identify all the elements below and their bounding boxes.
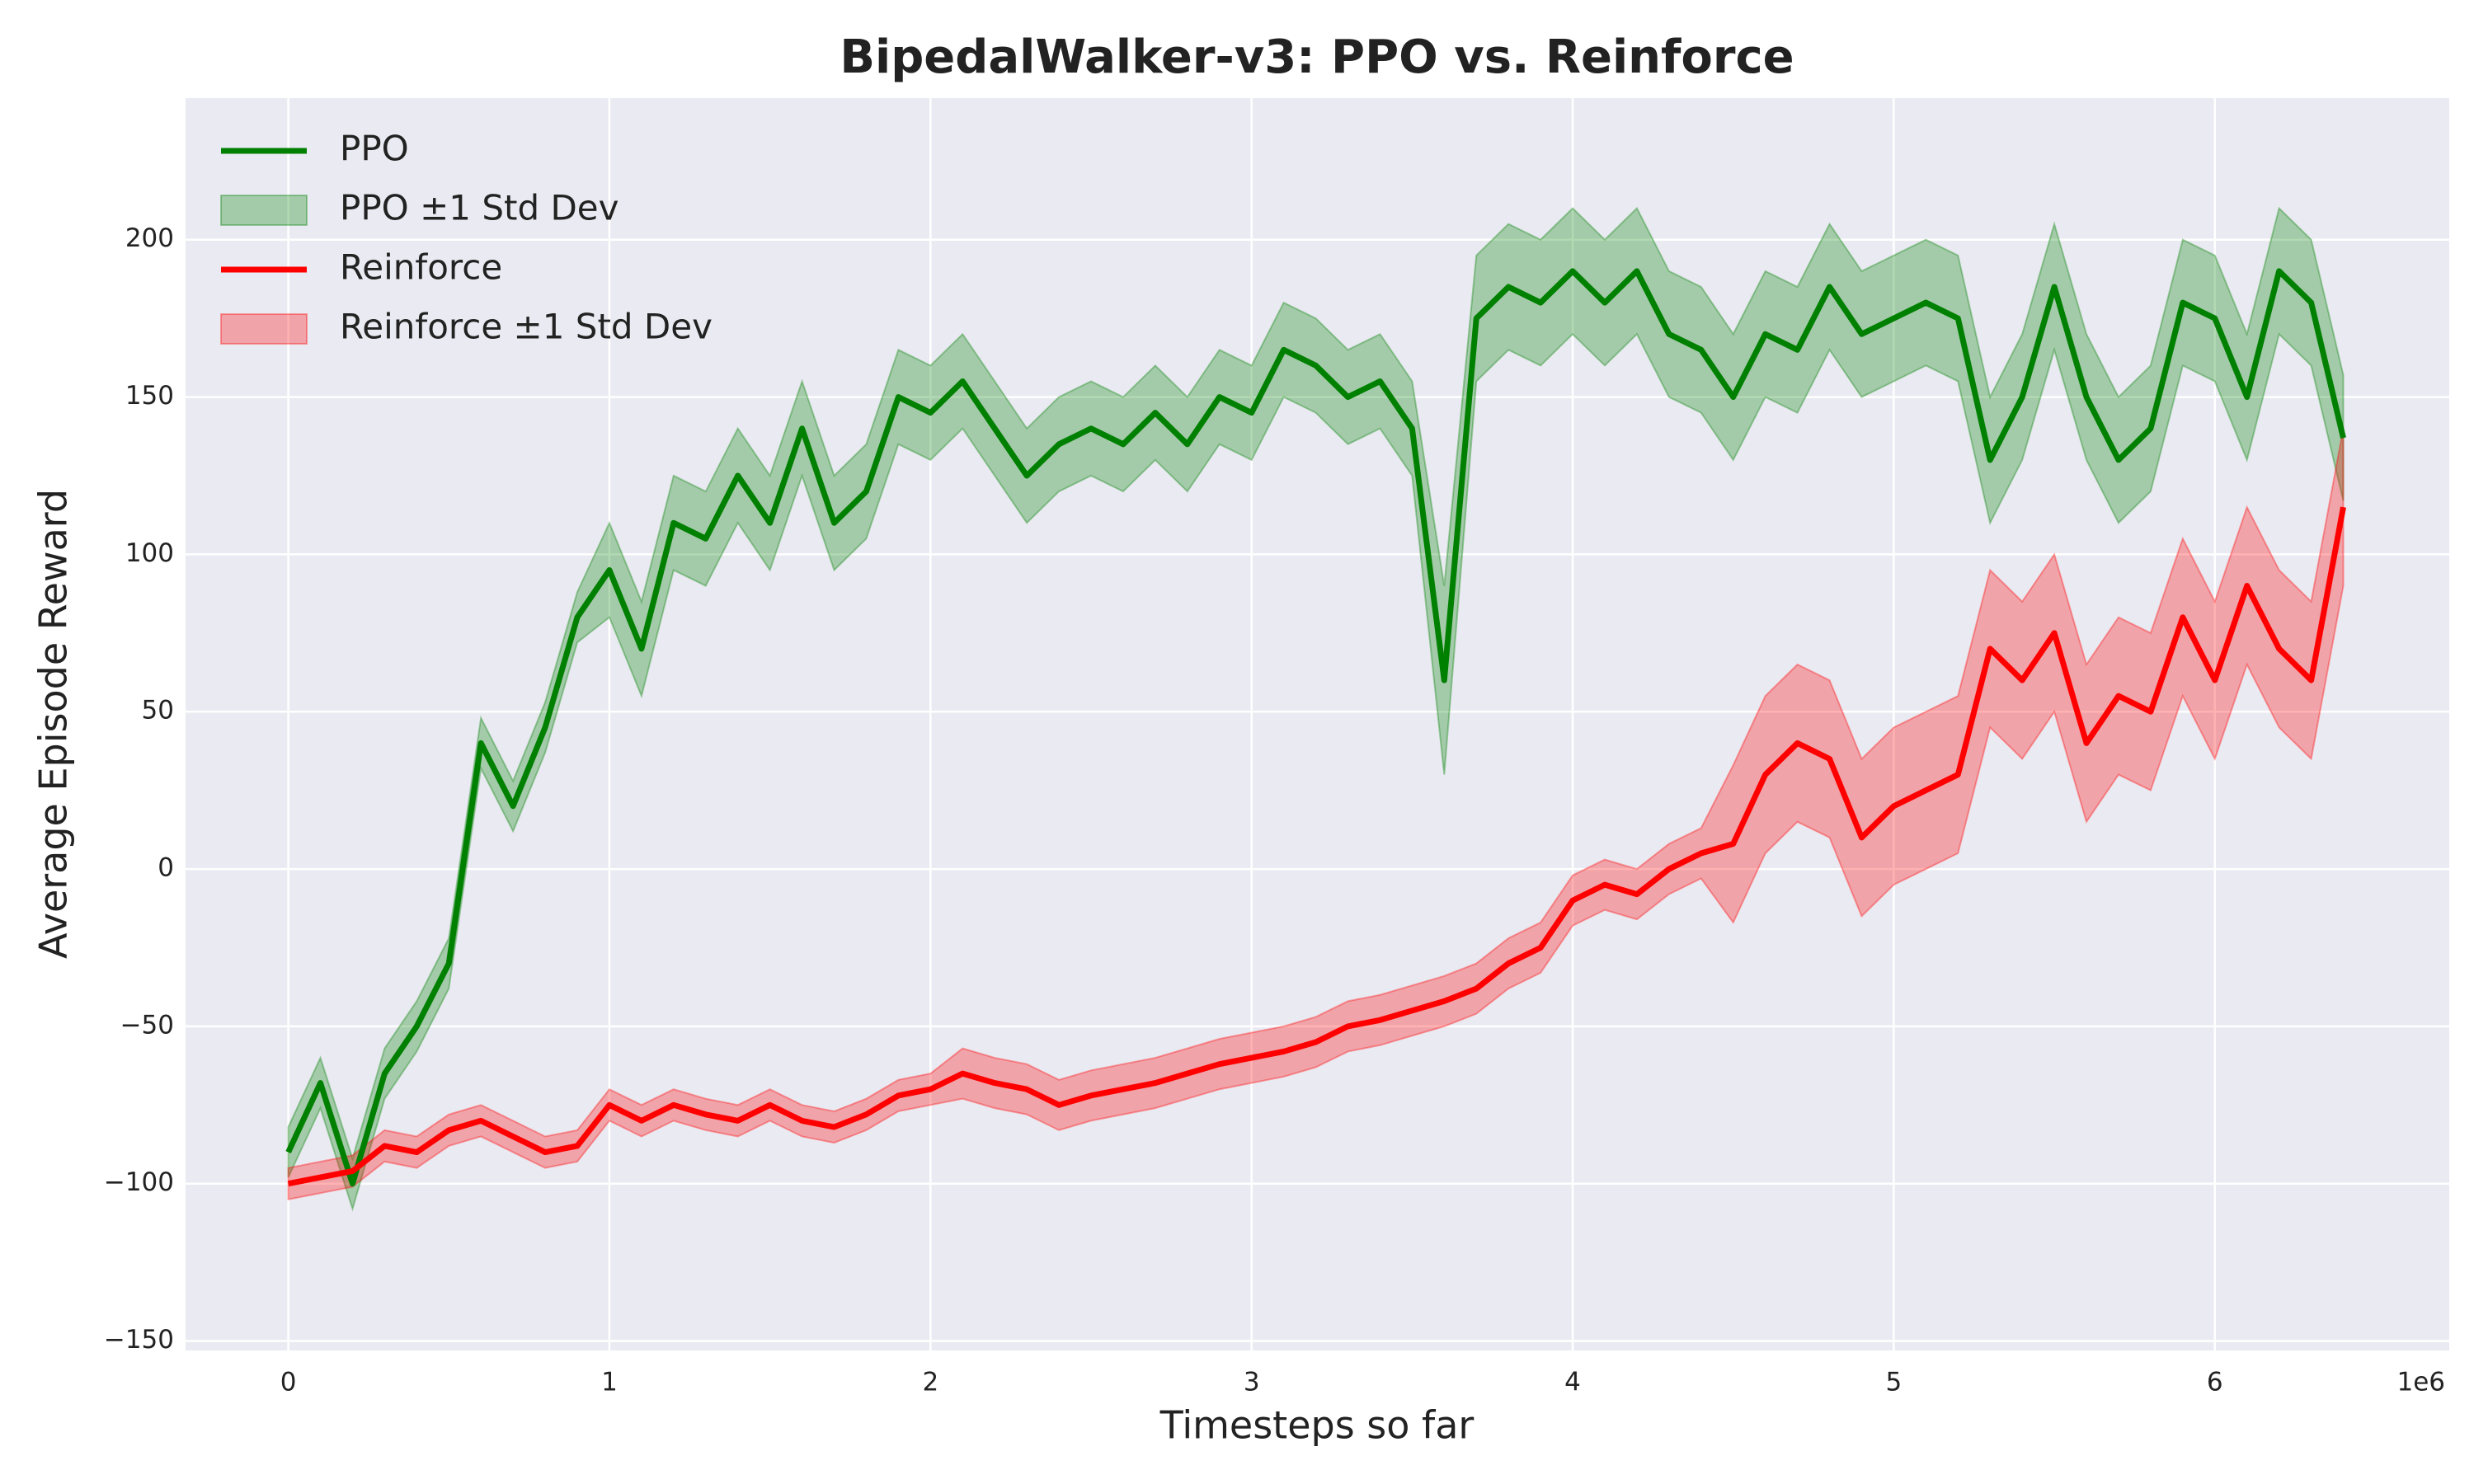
chart-title: BipedalWalker-v3: PPO vs. Reinforce bbox=[840, 31, 1794, 84]
series-line bbox=[287, 506, 2346, 1187]
legend-patch bbox=[220, 313, 308, 345]
legend-label: PPO ±1 Std Dev bbox=[340, 188, 619, 228]
x-tick-label: 1 bbox=[601, 1368, 618, 1397]
y-tick-label: 150 bbox=[125, 381, 174, 411]
x-tick-label: 5 bbox=[1886, 1368, 1903, 1397]
x-tick-label: 6 bbox=[2207, 1368, 2223, 1397]
legend-label: Reinforce ±1 Std Dev bbox=[340, 307, 713, 347]
y-tick-label: −150 bbox=[104, 1325, 174, 1355]
x-offset-label: 1e6 bbox=[2396, 1368, 2445, 1397]
x-tick-label: 2 bbox=[922, 1368, 938, 1397]
y-tick-label: −50 bbox=[120, 1010, 174, 1040]
x-axis-label: Timesteps so far bbox=[1159, 1403, 1475, 1448]
y-tick-label: 100 bbox=[125, 538, 174, 568]
x-tick-label: 0 bbox=[280, 1368, 297, 1397]
x-tick-label: 4 bbox=[1564, 1368, 1581, 1397]
legend-patch bbox=[220, 195, 308, 226]
y-tick-label: 0 bbox=[158, 853, 174, 883]
legend-label: Reinforce bbox=[340, 247, 502, 288]
std-band bbox=[287, 206, 2345, 1212]
x-tick-label: 3 bbox=[1244, 1368, 1260, 1397]
y-tick-label: 50 bbox=[142, 696, 174, 726]
legend-label: PPO bbox=[340, 129, 409, 169]
y-axis-label: Average Episode Reward bbox=[31, 489, 76, 959]
plot-area bbox=[186, 98, 2449, 1350]
y-tick-label: 200 bbox=[125, 223, 174, 253]
y-tick-label: −100 bbox=[104, 1167, 174, 1197]
series-line bbox=[285, 268, 2346, 1187]
